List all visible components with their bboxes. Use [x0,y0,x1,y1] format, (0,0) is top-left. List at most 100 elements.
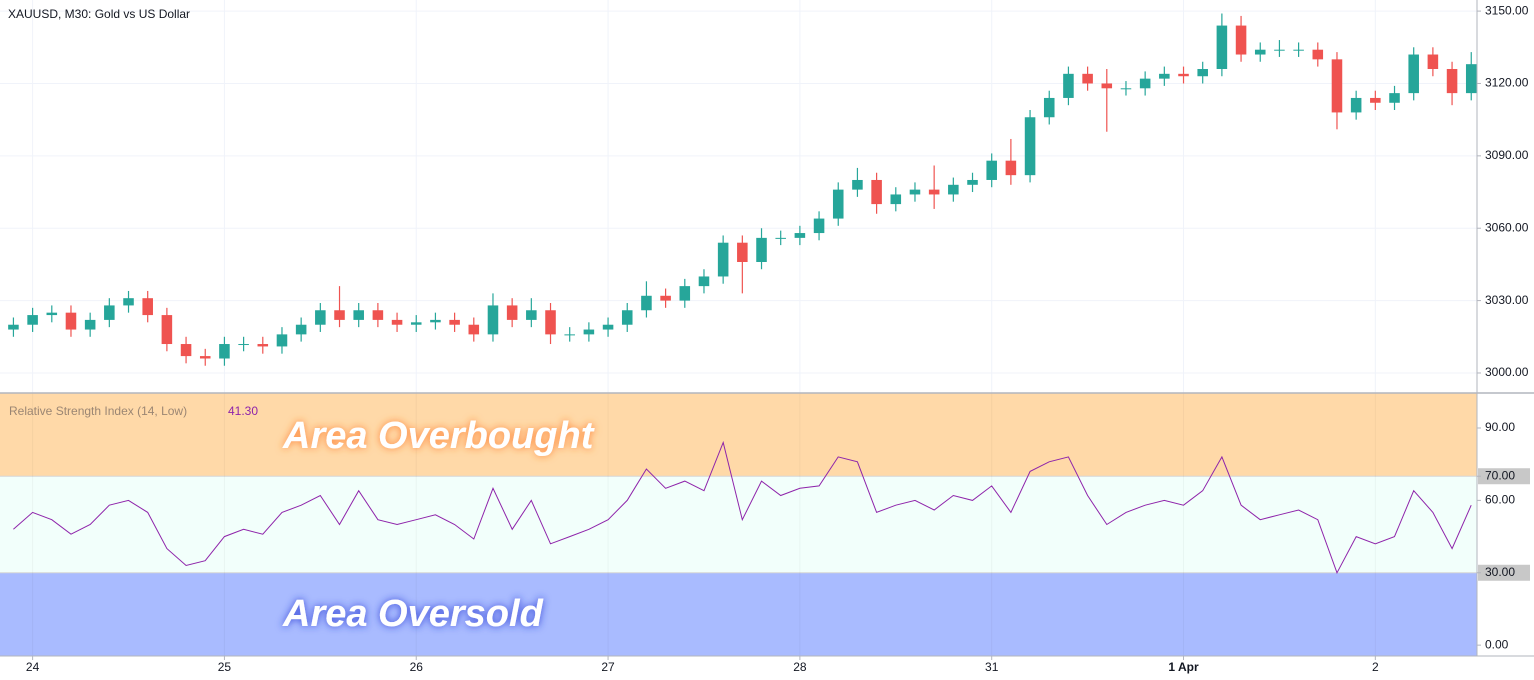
candle-body [1024,117,1036,176]
candle-body [1159,73,1170,79]
x-tick-label: 2 [1372,660,1379,674]
candle-body [1120,88,1132,90]
candle-body [948,184,959,195]
candle-body [161,315,173,345]
candle-body [372,310,384,320]
y-tick-label: 60.00 [1485,493,1515,507]
candle-body [257,344,269,347]
candle-body [1465,64,1477,94]
candle-body [871,179,882,205]
candle-body [123,298,134,306]
overbought-band [0,393,1477,477]
candle-body [1389,93,1400,103]
y-tick-label: 90.00 [1485,420,1515,434]
candle-body [583,329,595,335]
indicator-name: Relative Strength Index (14, Low) [9,404,187,418]
candle-body [449,319,460,325]
candle-body [295,324,307,335]
y-tick-label: 3060.00 [1485,220,1529,234]
plot-layer [0,0,1477,656]
y-tick-label: 70.00 [1485,468,1515,482]
candle-body [679,286,691,301]
candle-body [410,322,422,325]
candle-body [775,237,786,239]
x-tick-label: 1 Apr [1168,660,1199,674]
candle-body [890,194,902,205]
candle-body [1043,97,1055,118]
candle-body [1274,49,1285,51]
candle-body [506,305,518,320]
candle-body [238,344,249,346]
y-tick-label: 3090.00 [1485,148,1529,162]
candle-body [1370,97,1381,103]
candle-body [737,242,748,262]
candle-body [813,218,825,234]
candle-body [641,295,652,311]
candle-body [1408,54,1419,94]
candle-body [46,312,58,316]
candle-body [1331,59,1343,113]
candle-body [276,334,288,347]
candle-body [180,344,192,357]
candle-body [1293,49,1304,51]
candle-body [27,315,38,325]
candle-body [430,319,441,323]
candle-body [142,298,153,316]
candle-body [1427,54,1439,69]
x-tick-label: 31 [985,660,999,674]
y-tick-label: 30.00 [1485,565,1515,579]
candle-body [832,189,844,219]
chart-title: XAUUSD, M30: Gold vs US Dollar [8,7,190,21]
candle-body [1216,25,1228,69]
candle-body [1254,49,1266,55]
candle-body [756,237,767,262]
candle-body [1139,78,1151,89]
x-tick-label: 24 [26,660,40,674]
candle-body [391,319,403,325]
candle-body [698,276,710,287]
candle-body [1350,97,1362,113]
candle-body [967,179,978,185]
candle-body [1063,73,1074,98]
candle-body [219,344,230,359]
candle-body [526,310,537,320]
candle-body [717,242,729,277]
candle-body [986,160,997,180]
candle-body [1235,25,1247,55]
candle-body [1005,160,1017,176]
indicator-value: 41.30 [228,404,258,418]
candle-body [1082,73,1093,84]
candle-body [199,356,211,359]
candle-body [1101,83,1113,89]
candle-body [1197,68,1208,77]
candle-body [8,324,19,330]
candle-body [602,324,614,330]
candle-body [315,310,326,325]
candle-body [1312,49,1324,60]
candle-body [84,319,96,330]
candle-body [468,324,480,335]
candle-body [852,179,863,190]
candle-body [928,189,940,195]
x-tick-label: 27 [601,660,615,674]
y-tick-label: 3120.00 [1485,76,1529,90]
x-tick-label: 25 [218,660,232,674]
candle-body [65,312,77,330]
y-tick-label: 0.00 [1485,637,1509,651]
candle-body [1178,73,1189,77]
candle-body [104,305,115,320]
tick-highlight [1478,564,1530,581]
oversold-band [0,572,1477,656]
candle-body [353,310,364,320]
x-tick-label: 26 [410,660,424,674]
x-tick-label: 28 [793,660,807,674]
candle-body [794,233,806,238]
candle-body [487,305,499,335]
annotation-oversold: Area Oversold [282,593,544,635]
rsi-line [13,440,1472,575]
candle-body [909,189,921,195]
candle-body [660,295,671,301]
y-tick-label: 3000.00 [1485,365,1529,379]
tick-highlight [1478,468,1530,485]
